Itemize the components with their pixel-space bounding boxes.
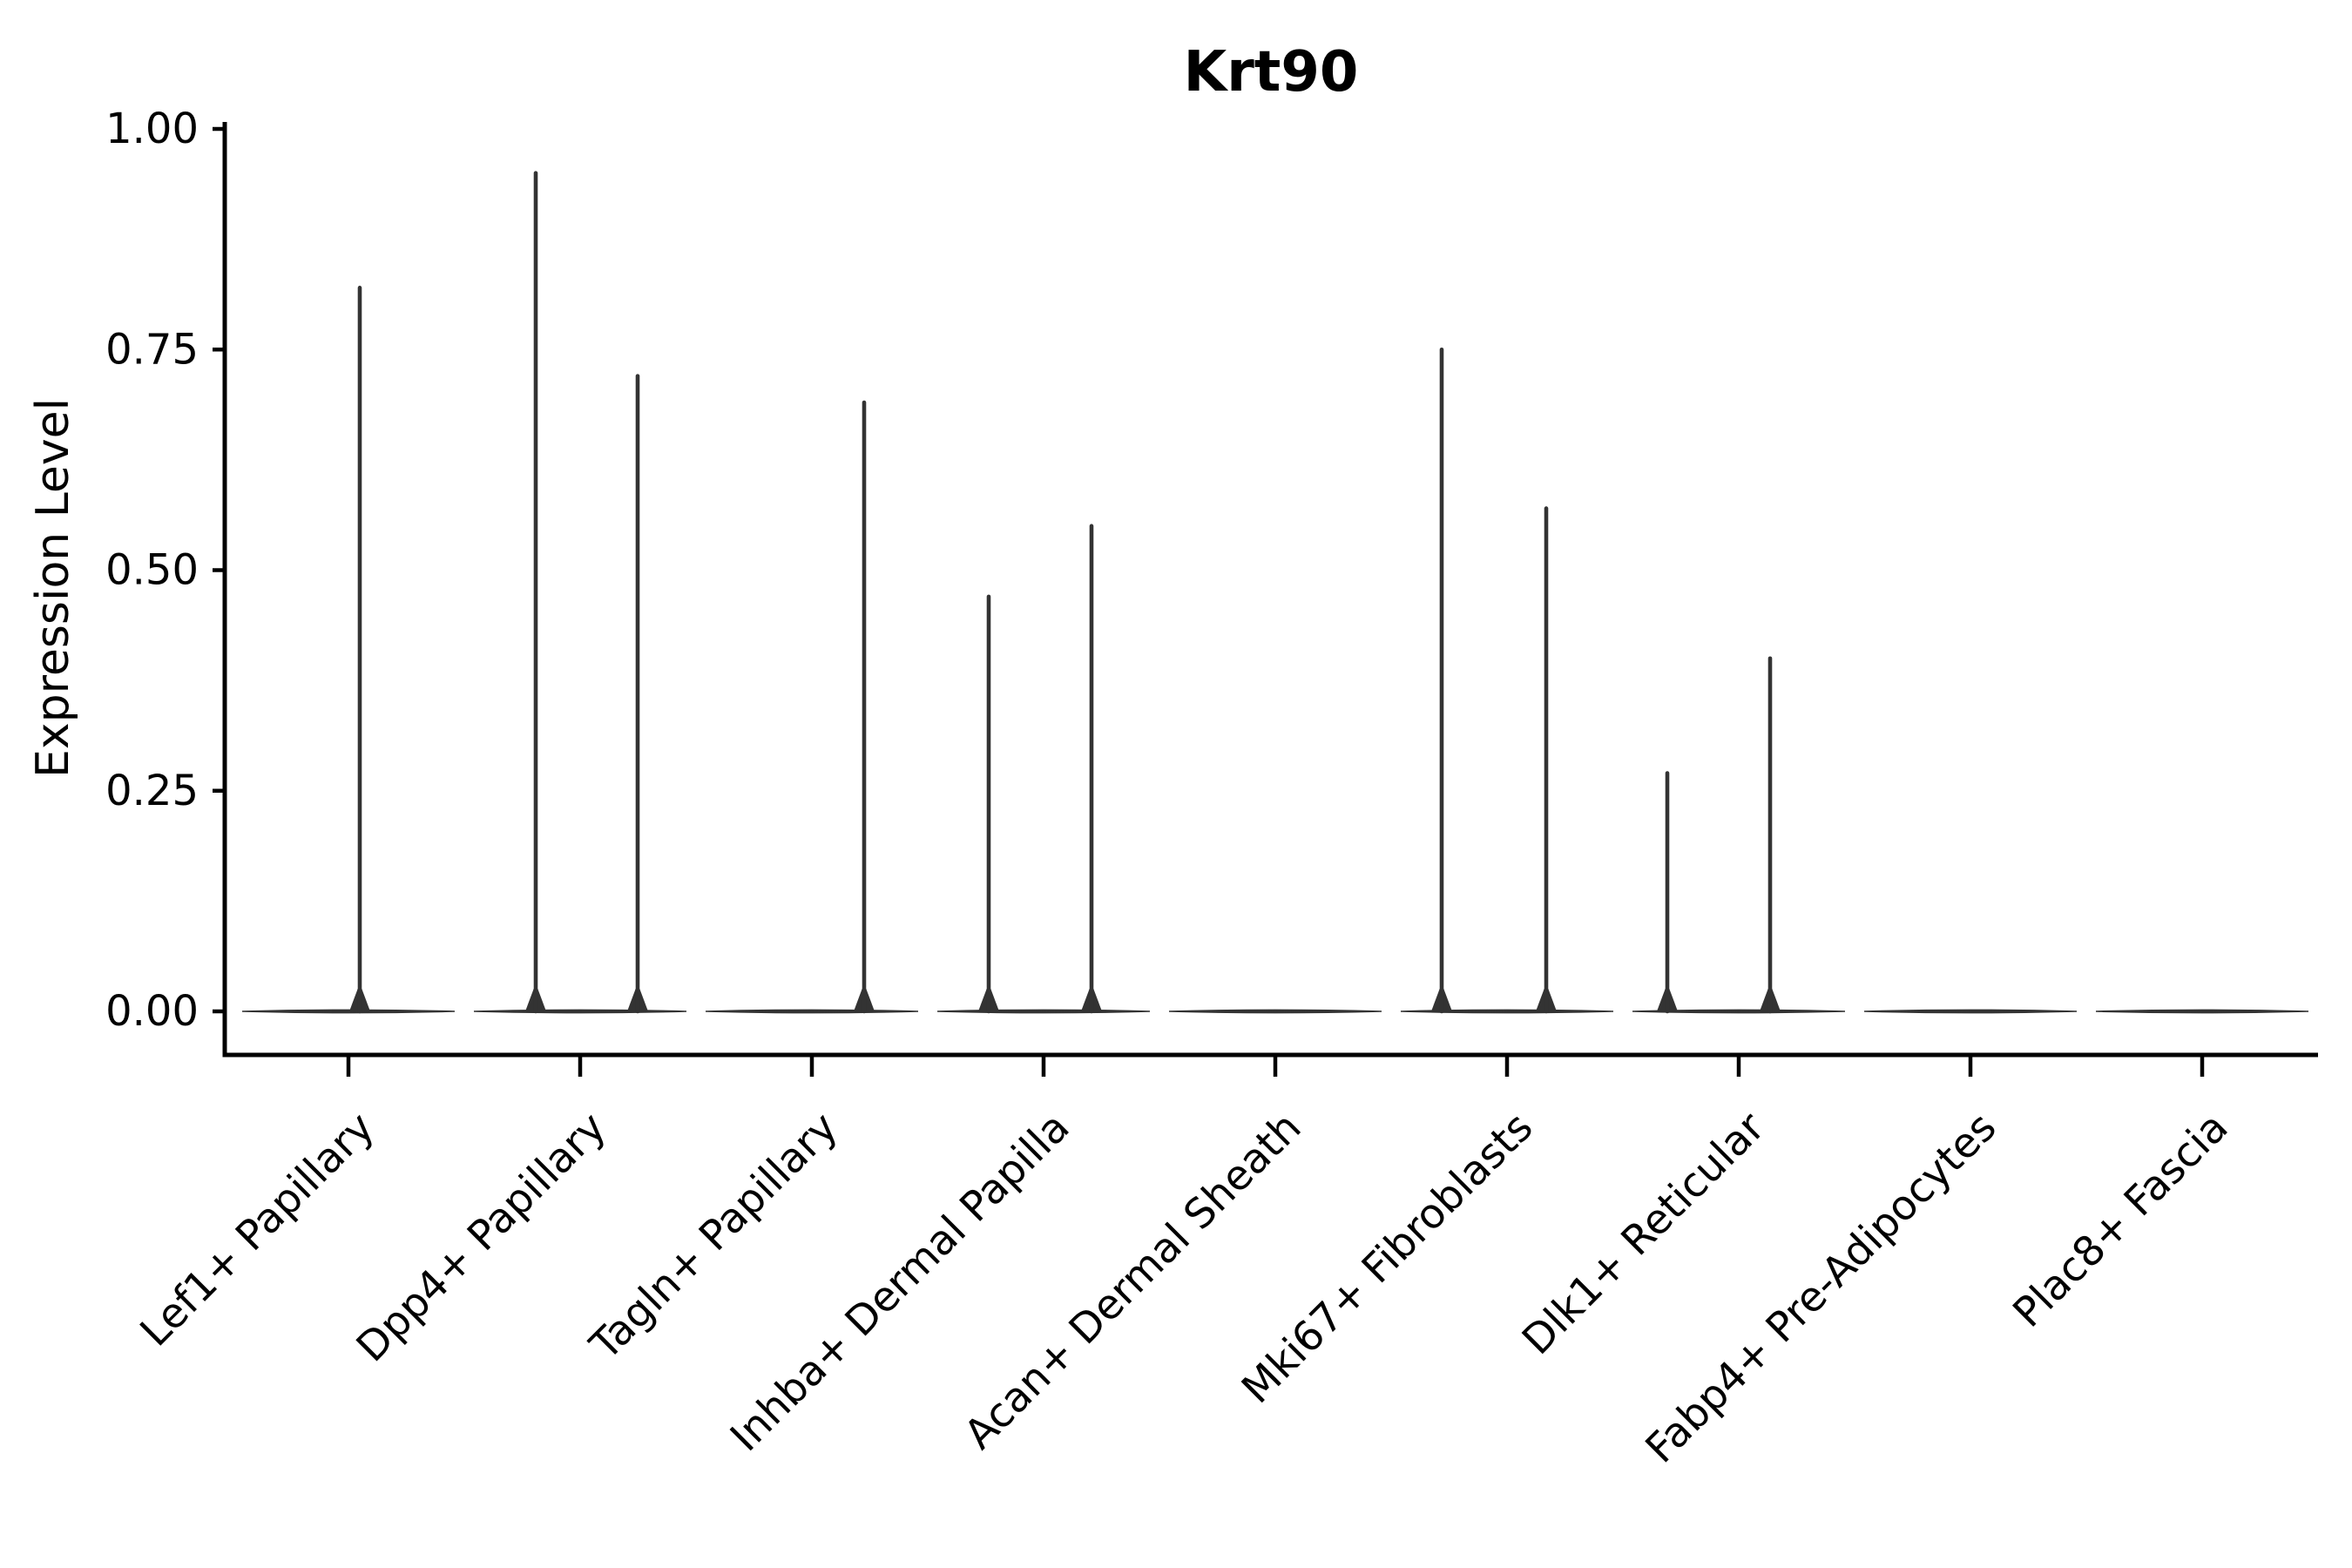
violin-body bbox=[936, 1009, 1151, 1014]
violin-body bbox=[1168, 1009, 1382, 1014]
x-tick-label: Dlk1+ Reticular bbox=[1513, 1103, 1774, 1364]
x-tick-label: Lef1+ Papillary bbox=[132, 1104, 384, 1356]
violin-body bbox=[1632, 1009, 1846, 1014]
y-tick-label: 0.00 bbox=[105, 987, 199, 1036]
x-tick-label: Dpp4+ Papillary bbox=[348, 1104, 616, 1372]
chart-title: Krt90 bbox=[1184, 40, 1359, 105]
y-tick-label: 0.50 bbox=[105, 546, 199, 595]
violin-body bbox=[705, 1009, 919, 1014]
y-tick-label: 0.25 bbox=[105, 767, 199, 815]
x-tick-label: Tagln+ Papillary bbox=[581, 1104, 848, 1370]
y-tick-label: 1.00 bbox=[105, 105, 199, 153]
violin-body bbox=[473, 1009, 687, 1014]
y-tick-label: 0.75 bbox=[105, 325, 199, 374]
plot-layer: 1.00 0.75 0.50 0.25 0.00 Lef1+ PapillaryDpp4+… bbox=[105, 105, 2318, 1472]
violin-body bbox=[241, 1009, 456, 1014]
violin-body bbox=[1400, 1009, 1614, 1014]
violin-body bbox=[2095, 1009, 2309, 1014]
y-axis-label: Expression Level bbox=[27, 398, 79, 778]
x-tick-label: Plac8+ Fascia bbox=[2004, 1104, 2238, 1337]
violin-body bbox=[1863, 1009, 2078, 1014]
